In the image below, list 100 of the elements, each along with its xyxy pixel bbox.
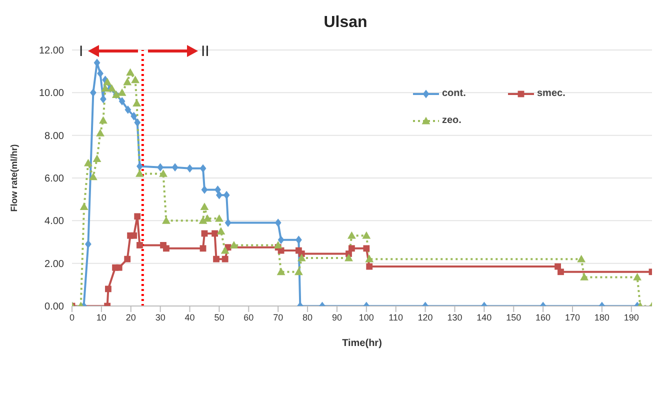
point bbox=[80, 202, 88, 210]
x-tick-label: 40 bbox=[184, 312, 195, 322]
annotation: II bbox=[201, 43, 210, 60]
x-tick-label: 0 bbox=[69, 312, 75, 322]
point bbox=[558, 268, 564, 276]
x-tick-label: 180 bbox=[594, 312, 610, 322]
point bbox=[90, 88, 96, 97]
point bbox=[89, 172, 98, 180]
y-tick-label: 6.00 bbox=[44, 174, 64, 185]
point bbox=[577, 254, 586, 262]
point bbox=[118, 88, 126, 96]
x-tick-label: 100 bbox=[358, 312, 374, 322]
point bbox=[201, 186, 208, 194]
x-tick-label: 110 bbox=[388, 312, 404, 322]
point bbox=[130, 112, 138, 120]
point bbox=[294, 268, 303, 276]
point bbox=[124, 256, 131, 262]
point bbox=[136, 242, 143, 248]
point bbox=[172, 163, 178, 172]
point bbox=[84, 240, 92, 248]
point bbox=[230, 241, 238, 248]
y-tick-label: 8.00 bbox=[44, 130, 64, 142]
point bbox=[348, 245, 355, 252]
point bbox=[136, 170, 144, 177]
point bbox=[84, 158, 92, 166]
point bbox=[224, 218, 232, 227]
point bbox=[162, 216, 170, 224]
x-tick-label: 10 bbox=[96, 312, 106, 322]
point bbox=[130, 232, 138, 239]
point bbox=[123, 78, 132, 86]
point bbox=[99, 116, 108, 124]
x-tick-label: 120 bbox=[418, 312, 433, 322]
point bbox=[297, 254, 306, 262]
y-tick-label: 2.00 bbox=[44, 258, 64, 270]
point bbox=[124, 106, 132, 114]
point bbox=[347, 231, 356, 239]
chart-title: Ulsan bbox=[322, 13, 368, 33]
point bbox=[363, 245, 370, 252]
point bbox=[216, 227, 226, 235]
x-tick-label: 90 bbox=[332, 312, 342, 322]
x-tick-label: 30 bbox=[155, 312, 166, 322]
point bbox=[274, 218, 282, 227]
point bbox=[278, 236, 284, 244]
x-tick-label: 20 bbox=[126, 312, 136, 322]
x-tick-label: 190 bbox=[624, 312, 639, 322]
x-tick-label: 130 bbox=[447, 312, 462, 322]
x-axis-title: Time(hr) bbox=[342, 338, 382, 349]
point bbox=[163, 245, 170, 252]
point bbox=[362, 231, 371, 239]
point bbox=[126, 68, 134, 76]
x-tick-label: 170 bbox=[564, 312, 580, 322]
point bbox=[131, 76, 140, 84]
point bbox=[186, 164, 193, 173]
point bbox=[344, 254, 353, 262]
legend-label: cont. bbox=[442, 88, 466, 99]
point bbox=[222, 256, 228, 262]
point bbox=[200, 245, 206, 252]
x-tick-label: 50 bbox=[214, 312, 224, 322]
point bbox=[223, 190, 230, 200]
x-tick-label: 140 bbox=[476, 312, 492, 322]
x-tick-label: 150 bbox=[506, 312, 522, 322]
point bbox=[296, 236, 302, 244]
point bbox=[212, 230, 218, 237]
point bbox=[274, 241, 282, 248]
y-tick-label: 12.00 bbox=[38, 46, 64, 57]
point bbox=[157, 163, 164, 172]
point bbox=[216, 190, 222, 200]
x-tick-label: 80 bbox=[302, 312, 313, 322]
point bbox=[116, 264, 122, 271]
point bbox=[213, 256, 220, 262]
point bbox=[159, 170, 168, 177]
point bbox=[220, 246, 230, 254]
point bbox=[580, 273, 588, 280]
point bbox=[92, 154, 102, 162]
point bbox=[200, 164, 206, 173]
point bbox=[101, 84, 110, 92]
point bbox=[276, 268, 286, 276]
point bbox=[215, 214, 224, 222]
point bbox=[366, 263, 373, 270]
point bbox=[633, 273, 642, 280]
point bbox=[105, 286, 112, 292]
y-tick-label: 10.00 bbox=[38, 88, 64, 100]
legend-label: smec. bbox=[537, 88, 566, 99]
y-tick-label: 0.00 bbox=[44, 302, 64, 313]
y-tick-label: 4.00 bbox=[44, 216, 64, 228]
point bbox=[134, 213, 141, 220]
point bbox=[118, 97, 126, 106]
point bbox=[108, 84, 116, 92]
point bbox=[96, 129, 104, 136]
x-tick-label: 160 bbox=[536, 312, 551, 322]
y-axis-title: Flow rate(ml/hr) bbox=[9, 144, 20, 212]
legend-label: zeo. bbox=[442, 115, 462, 126]
point bbox=[134, 118, 141, 127]
point bbox=[365, 254, 374, 262]
x-tick-label: 70 bbox=[273, 312, 284, 322]
point bbox=[200, 202, 209, 210]
point bbox=[103, 78, 112, 86]
annotation: I bbox=[79, 43, 84, 60]
point bbox=[214, 186, 221, 194]
point bbox=[136, 162, 143, 170]
